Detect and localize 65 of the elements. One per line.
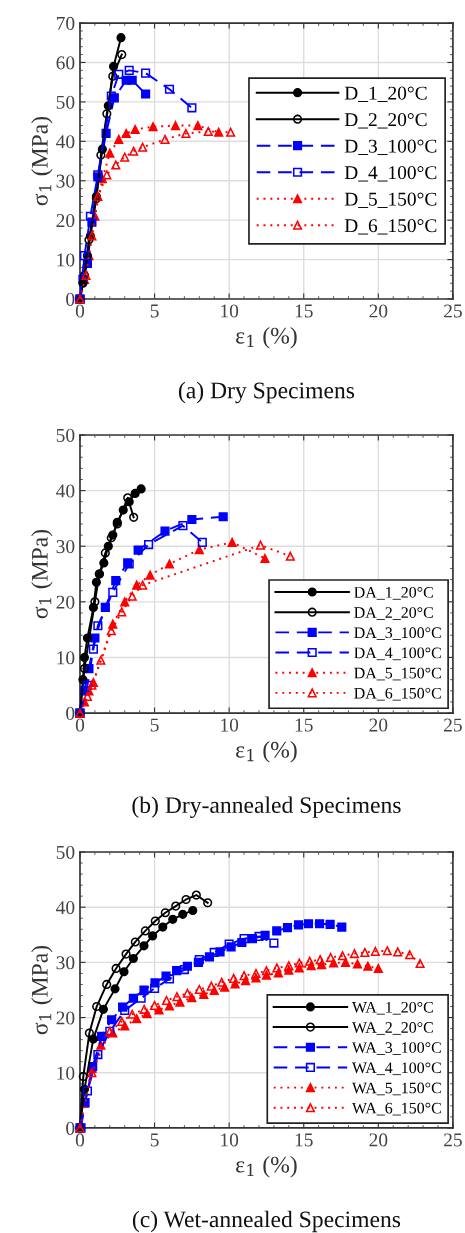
x-tick-label: 5 [150,718,159,732]
y-tick-label: 40 [56,484,75,498]
y-tick-label: 30 [56,174,75,188]
y-tick-label: 40 [56,135,75,149]
x-tick-label: 5 [150,1133,159,1147]
y-tick-label: 40 [56,901,75,915]
x-tick-label: 20 [369,718,388,732]
y-tick-label: 20 [56,213,75,228]
y-tick-label: 30 [56,540,75,554]
legend-label: DA_4_100°C [354,647,441,661]
y-tick-label: 0 [66,292,75,306]
y-tick-label: 50 [56,95,75,109]
y-tick-label: 30 [56,956,75,970]
y-tick-label: 50 [56,428,75,442]
legend-label: WA_3_100°C [351,1042,441,1055]
legend-label: DA_6_150°C [354,687,441,701]
x-tick-label: 25 [444,1133,462,1147]
x-tick-label: 15 [295,718,313,732]
x-tick-label: 25 [444,718,462,732]
y-axis-title: σ$_{1}$ (MPa) [31,529,53,619]
x-tick-label: 5 [150,304,159,318]
y-tick-label: 0 [66,1121,75,1135]
x-axis-title: ε$_{1}$ (%) [236,327,297,349]
x-axis-title: ε$_{1}$ (%) [236,741,297,763]
legend-label: D_3_100°C [344,139,437,156]
legend-label: D_4_100°C [344,166,437,182]
y-tick-label: 20 [56,595,75,609]
x-tick-label: 0 [75,1133,85,1147]
legend-label: WA_5_150°C [351,1082,441,1096]
legend-label: DA_5_150°C [354,667,441,681]
x-tick-label: 10 [221,304,239,318]
legend-label: D_1_20°C [344,86,427,103]
legend-label: WA_1_20°C [351,1001,433,1015]
legend-label: WA_2_20°C [351,1022,433,1035]
x-axis-title: ε$_{1}$ (%) [236,1156,297,1178]
legend-label: DA_3_100°C [354,627,441,640]
y-tick-label: 60 [56,56,75,70]
x-tick-label: 15 [295,1133,313,1147]
x-tick-label: 20 [369,304,388,318]
y-tick-label: 10 [57,253,75,267]
y-tick-label: 0 [66,706,75,720]
y-tick-label: 70 [56,16,75,30]
x-tick-label: 20 [369,1133,388,1147]
legend-label: WA_4_100°C [351,1062,441,1076]
y-tick-label: 20 [56,1011,75,1025]
legend-label: D_6_150°C [344,219,437,235]
legend-label: D_2_20°C [344,113,427,129]
legend-label: WA_6_150°C [351,1102,441,1116]
y-tick-label: 50 [56,845,75,859]
text: (c) Wet-annealed Specimens [132,1210,401,1233]
y-tick-label: 10 [57,651,75,665]
y-axis-title: σ$_{1}$ (MPa) [31,116,53,206]
legend-label: DA_1_20°C [354,586,433,600]
legend-label: D_5_150°C [344,192,437,209]
y-tick-label: 10 [57,1066,75,1080]
x-tick-label: 0 [75,718,85,732]
legend-label: DA_2_20°C [354,607,433,620]
x-tick-label: 10 [221,718,239,732]
x-tick-label: 0 [75,304,85,318]
y-axis-title: σ$_{1}$ (MPa) [31,945,53,1035]
x-tick-label: 25 [444,304,462,318]
x-tick-label: 10 [221,1133,239,1147]
x-tick-label: 15 [295,304,313,318]
text: (b) Dry-annealed Specimens [132,796,401,818]
text: (a) Dry Specimens [178,381,355,404]
